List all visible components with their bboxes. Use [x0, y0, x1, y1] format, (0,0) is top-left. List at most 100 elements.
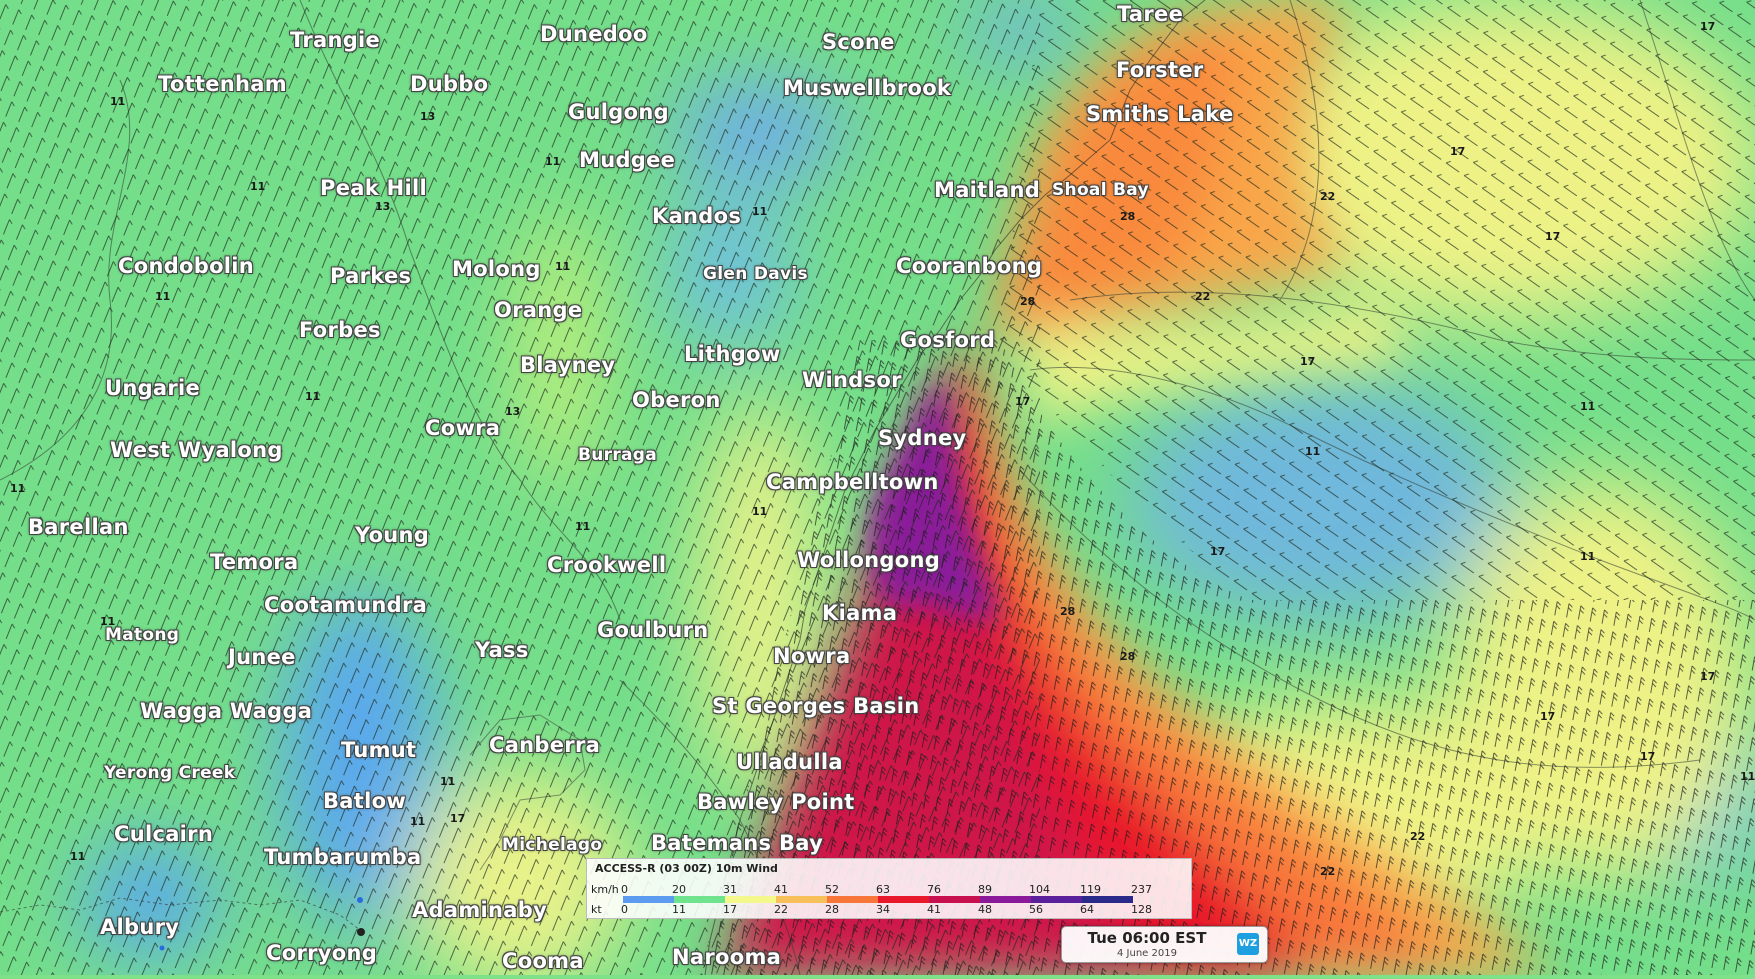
place-label-burraga: Burraga — [578, 445, 658, 465]
legend-color-swatch — [980, 896, 1031, 903]
place-label-blayney: Blayney — [520, 353, 616, 377]
place-label-smiths-lake: Smiths Lake — [1086, 102, 1234, 126]
legend-kt-tick: 56 — [1029, 903, 1043, 916]
isobar-label: 17 — [450, 812, 465, 825]
legend-kmh-tick: 41 — [774, 883, 788, 896]
legend-kt-tick: 48 — [978, 903, 992, 916]
isobar-label: 11 — [410, 815, 425, 828]
place-label-lithgow: Lithgow — [684, 342, 781, 366]
place-label-sydney: Sydney — [878, 426, 967, 450]
legend-title: ACCESS-R (03 00Z) 10m Wind — [595, 862, 778, 875]
legend-kmh-tick: 104 — [1029, 883, 1050, 896]
weatherzone-logo: WZ — [1237, 933, 1259, 955]
isobar-label: 17 — [1545, 230, 1560, 243]
legend-color-swatch — [674, 896, 725, 903]
legend-color-swatch — [1031, 896, 1082, 903]
color-legend: ACCESS-R (03 00Z) 10m Wind km/h kt 0 20 31… — [586, 858, 1192, 919]
place-label-gulgong: Gulgong — [568, 100, 669, 124]
legend-kt-tick: 128 — [1131, 903, 1152, 916]
timestamp-box: Tue 06:00 EST 4 June 2019 WZ — [1061, 926, 1268, 963]
isobar-label: 11 — [70, 850, 85, 863]
place-label-ulladulla: Ulladulla — [736, 750, 843, 774]
legend-color-swatch — [725, 896, 776, 903]
isobar-labels: 11 13 11 13 11 11 11 11 11 13 11 11 17 22 11 11 17 22 28 28… — [10, 20, 1755, 878]
isobar-label: 17 — [1700, 20, 1715, 33]
wind-barbs-south — [700, 340, 1755, 975]
place-label-culcairn: Culcairn — [114, 822, 214, 846]
isobar-label: 28 — [1120, 650, 1135, 663]
place-label-crookwell: Crookwell — [547, 553, 667, 577]
legend-kt-tick: 64 — [1080, 903, 1094, 916]
isobar-label: 17 — [1540, 710, 1555, 723]
legend-color-swatch — [878, 896, 929, 903]
place-label-tumbarumba: Tumbarumba — [264, 845, 422, 869]
isobar-label: 11 — [100, 615, 115, 628]
place-label-orange: Orange — [494, 298, 583, 322]
place-label-goulburn: Goulburn — [597, 618, 709, 642]
isobar-label: 28 — [1020, 295, 1035, 308]
isobar-label: 11 — [575, 520, 590, 533]
legend-kmh-tick: 0 — [621, 883, 628, 896]
isobar-label: 11 — [752, 205, 767, 218]
timestamp-date: 4 June 2019 — [1117, 948, 1177, 959]
wind-barbs-east — [1000, 0, 1755, 600]
isobar-label: 11 — [10, 482, 25, 495]
place-label-molong: Molong — [452, 257, 541, 281]
isobar-label: 17 — [1210, 545, 1225, 558]
place-label-ungarie: Ungarie — [105, 376, 201, 400]
place-label-scone: Scone — [822, 30, 895, 54]
place-label-kiama: Kiama — [822, 601, 898, 625]
place-label-dunedoo: Dunedoo — [540, 22, 648, 46]
legend-color-swatch — [827, 896, 878, 903]
place-label-taree: Taree — [1117, 2, 1184, 26]
isobar-label: 17 — [1015, 395, 1030, 408]
isobar-label: 11 — [1580, 400, 1595, 413]
legend-kt-tick: 28 — [825, 903, 839, 916]
place-label-kandos: Kandos — [652, 204, 742, 228]
isobar-label: 11 — [752, 505, 767, 518]
isobar-label: 11 — [1580, 550, 1595, 563]
legend-kmh-tick: 119 — [1080, 883, 1101, 896]
place-label-canberra: Canberra — [489, 733, 601, 757]
isobar-label: 11 — [305, 390, 320, 403]
isobar-label: 11 — [110, 95, 125, 108]
legend-color-swatch — [929, 896, 980, 903]
place-label-glen-davis: Glen Davis — [703, 264, 808, 284]
isobar-label: 13 — [375, 200, 390, 213]
legend-kt-tick: 34 — [876, 903, 890, 916]
legend-kmh-label: km/h — [591, 883, 619, 896]
place-label-dubbo: Dubbo — [410, 72, 489, 96]
place-label-campbelltown: Campbelltown — [766, 470, 939, 494]
place-label-cootamundra: Cootamundra — [264, 593, 428, 617]
isobar-label: 11 — [545, 155, 560, 168]
place-label-tumut: Tumut — [341, 738, 417, 762]
isobar-label: 11 — [1740, 770, 1755, 783]
isobar-label: 22 — [1320, 190, 1335, 203]
place-label-west-wyalong: West Wyalong — [110, 438, 283, 462]
place-label-batlow: Batlow — [323, 789, 407, 813]
place-label-peak-hill: Peak Hill — [320, 176, 427, 200]
place-label-tottenham: Tottenham — [158, 72, 287, 96]
place-label-muswellbrook: Muswellbrook — [783, 76, 952, 100]
place-label-junee: Junee — [228, 645, 296, 669]
isobar-label: 17 — [1640, 750, 1655, 763]
legend-kt-label: kt — [591, 903, 602, 916]
isobar-label: 17 — [1450, 145, 1465, 158]
place-label-forster: Forster — [1116, 58, 1204, 82]
isobar-label: 17 — [1300, 355, 1315, 368]
place-label-matong: Matong — [105, 625, 180, 645]
isobar-label: 13 — [505, 405, 520, 418]
place-label-cooranbong: Cooranbong — [896, 254, 1043, 278]
legend-kmh-tick: 237 — [1131, 883, 1152, 896]
isobar-label: 11 — [1305, 445, 1320, 458]
isobar-label: 28 — [1060, 605, 1075, 618]
legend-kt-tick: 11 — [672, 903, 686, 916]
place-label-wagga-wagga: Wagga Wagga — [140, 699, 313, 723]
place-label-windsor: Windsor — [802, 368, 902, 392]
place-label-nowra: Nowra — [773, 644, 851, 668]
place-label-barellan: Barellan — [28, 515, 129, 539]
isobar-label: 22 — [1320, 865, 1335, 878]
place-label-oberon: Oberon — [632, 388, 721, 412]
place-label-albury: Albury — [100, 915, 180, 939]
